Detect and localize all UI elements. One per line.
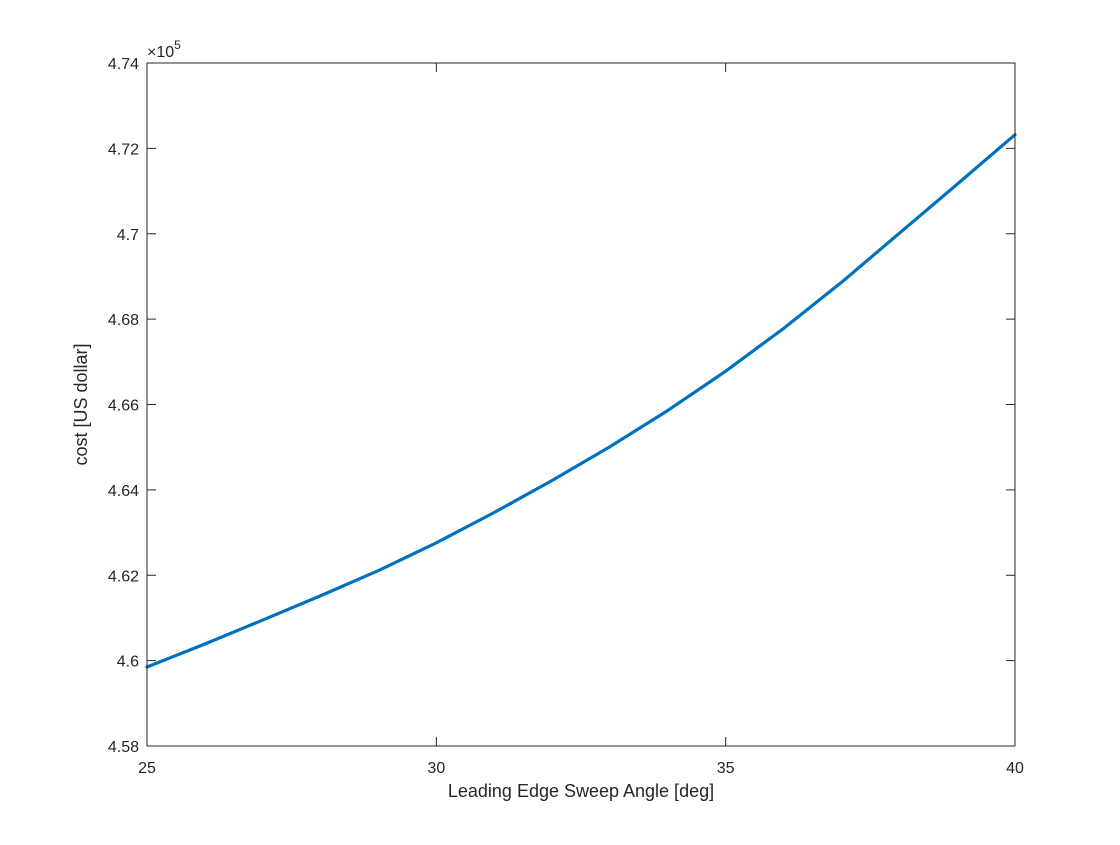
y-tick-label: 4.74	[108, 56, 139, 73]
y-tick-label: 4.66	[108, 398, 139, 415]
plot-area	[147, 63, 1015, 746]
series-line-0	[145, 133, 1017, 669]
x-tick-label: 35	[717, 760, 735, 777]
x-tick-label: 25	[138, 760, 156, 777]
y-exponent-label: ×105	[147, 38, 181, 61]
y-tick-label: 4.7	[117, 227, 139, 244]
axes-box	[146, 62, 1016, 747]
y-axis-label: cost [US dollar]	[71, 343, 91, 465]
y-exponent-power: 5	[174, 38, 181, 52]
y-tick-label: 4.64	[108, 483, 139, 500]
y-tick-label: 4.6	[117, 654, 139, 671]
x-axis-label: Leading Edge Sweep Angle [deg]	[448, 781, 714, 801]
y-tick-label: 4.68	[108, 312, 139, 329]
y-tick-label: 4.58	[108, 739, 139, 756]
x-tick-label: 30	[427, 760, 445, 777]
y-exponent-base: ×10	[147, 44, 174, 61]
x-tick-label: 40	[1006, 760, 1024, 777]
y-tick-label: 4.62	[108, 568, 139, 585]
y-tick-label: 4.72	[108, 141, 139, 158]
